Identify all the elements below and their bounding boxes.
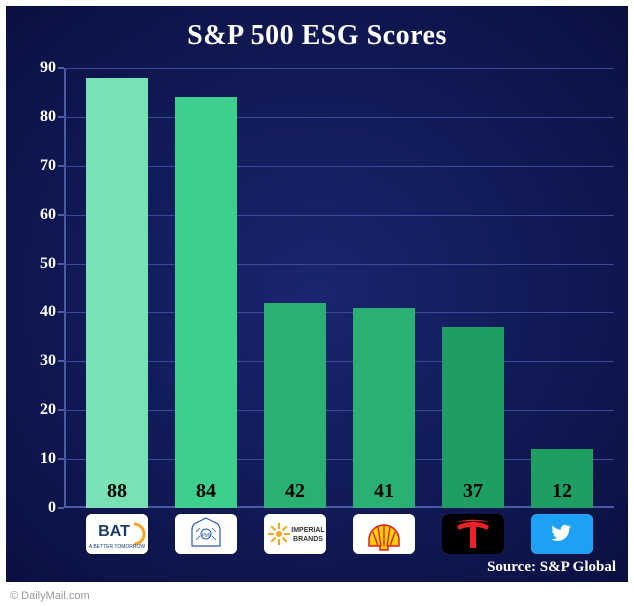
bar-value: 88 bbox=[86, 480, 148, 503]
ytick-label: 20 bbox=[40, 401, 64, 419]
ytick-label: 60 bbox=[40, 206, 64, 224]
chart-container: S&P 500 ESG Scores 010203040506070809088… bbox=[6, 6, 628, 582]
philip-morris-logo-icon: PMI bbox=[175, 514, 237, 554]
ytick-label: 10 bbox=[40, 450, 64, 468]
bat-logo-icon: BAT A BETTER TOMORROW bbox=[86, 514, 148, 554]
bar-value: 37 bbox=[442, 480, 504, 503]
credit-text: © DailyMail.com bbox=[10, 590, 90, 602]
svg-text:PMI: PMI bbox=[202, 533, 211, 539]
ytick-label: 70 bbox=[40, 157, 64, 175]
svg-text:BAT: BAT bbox=[98, 523, 130, 540]
bar-bat: 88 bbox=[86, 78, 148, 508]
tesla-logo-icon bbox=[442, 514, 504, 554]
bar-tesla: 37 bbox=[442, 327, 504, 508]
bar-value: 12 bbox=[531, 480, 593, 503]
ytick-label: 30 bbox=[40, 352, 64, 370]
bar-philip-morris: 84 bbox=[175, 97, 237, 508]
ytick-label: 90 bbox=[40, 59, 64, 77]
y-axis bbox=[64, 68, 66, 508]
ytick-label: 50 bbox=[40, 255, 64, 273]
plot-area: 010203040506070809088BATA BETTER TOMORRO… bbox=[64, 68, 614, 508]
ytick-label: 0 bbox=[48, 499, 64, 517]
ytick-label: 40 bbox=[40, 303, 64, 321]
bar-value: 42 bbox=[264, 480, 326, 503]
chart-title: S&P 500 ESG Scores bbox=[6, 6, 628, 52]
bar-shell: 41 bbox=[353, 308, 415, 508]
gridline bbox=[64, 68, 614, 69]
ytick-label: 80 bbox=[40, 108, 64, 126]
svg-text:BRANDS: BRANDS bbox=[293, 536, 323, 543]
bar-value: 41 bbox=[353, 480, 415, 503]
bar-imperial-brands: 42 bbox=[264, 303, 326, 508]
svg-text:A BETTER TOMORROW: A BETTER TOMORROW bbox=[89, 544, 145, 550]
bar-twitter: 12 bbox=[531, 449, 593, 508]
twitter-logo-icon bbox=[531, 514, 593, 554]
imperial-brands-logo-icon: IMPERIAL BRANDS bbox=[264, 514, 326, 554]
shell-logo-icon bbox=[353, 514, 415, 554]
bar-value: 84 bbox=[175, 480, 237, 503]
svg-text:IMPERIAL: IMPERIAL bbox=[291, 527, 325, 534]
source-text: Source: S&P Global bbox=[487, 559, 616, 576]
